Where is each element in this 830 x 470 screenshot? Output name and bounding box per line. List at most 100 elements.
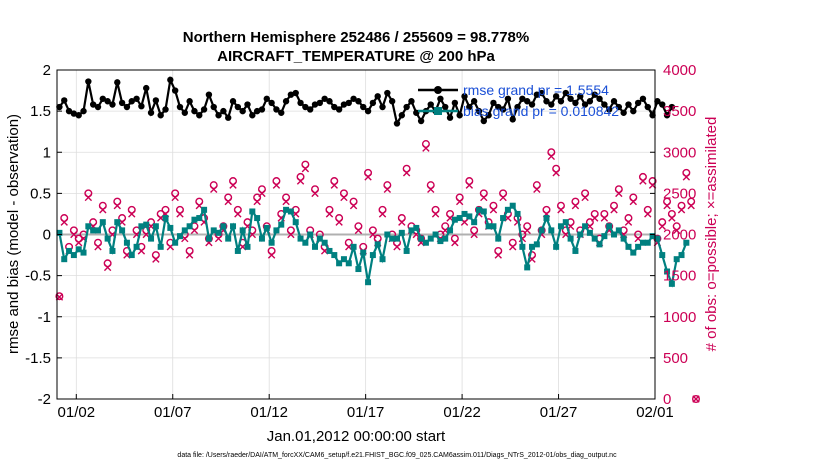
obs-assimilated-point (692, 395, 700, 403)
bias-point (340, 256, 347, 263)
obs-assimilated-point (335, 218, 343, 226)
bias-point (673, 256, 680, 263)
bias-point (268, 239, 275, 246)
legend-bias-marker (434, 107, 442, 115)
bias-point (369, 252, 376, 259)
bias-point (437, 238, 444, 245)
bias-point (239, 227, 246, 234)
bias-point (297, 235, 304, 242)
bias-point (572, 247, 579, 254)
rmse-point (519, 95, 526, 102)
rmse-point (109, 101, 116, 108)
rmse-point (364, 107, 372, 115)
y-tick-label: -1.5 (25, 350, 51, 367)
rmse-point (596, 95, 603, 102)
rmse-point (138, 102, 145, 110)
plot-area (55, 76, 700, 404)
rmse-point (306, 106, 314, 113)
legend-rmse-label: rmse grand pr = 1.5554 (463, 82, 609, 98)
bias-point (427, 235, 434, 242)
bias-point (509, 202, 516, 209)
rmse-point (437, 95, 444, 102)
bias-point (615, 227, 622, 234)
rmse-point (442, 103, 449, 111)
rmse-point (398, 112, 406, 119)
rmse-point (316, 99, 324, 107)
bias-point (128, 252, 135, 259)
obs-assimilated-point (509, 243, 517, 251)
rmse-point (80, 107, 87, 115)
y2-tick-label: 4000 (663, 62, 696, 79)
bias-point (109, 247, 116, 254)
bias-point (186, 223, 193, 230)
obs-assimilated-point (258, 189, 266, 198)
obs-assimilated-point (185, 251, 194, 259)
rmse-point (374, 93, 381, 100)
rmse-point (311, 101, 319, 108)
bias-point (620, 235, 627, 242)
bias-point (326, 247, 333, 254)
bias-point (422, 239, 429, 246)
bias-point (201, 206, 208, 213)
rmse-point (610, 98, 618, 105)
legend: rmse grand pr = 1.5554 bias grand pr = 0… (418, 82, 619, 119)
rmse-point (321, 95, 328, 102)
obs-assimilated-point (591, 214, 599, 222)
bias-point (254, 215, 261, 222)
obs-assimilated-point (600, 214, 609, 222)
obs-assimilated-point (311, 189, 319, 198)
rmse-point (586, 98, 594, 105)
rmse-point (85, 78, 92, 85)
bias-point (157, 243, 164, 250)
y-tick-label: 1.5 (30, 103, 51, 120)
bias-point (104, 235, 111, 242)
rmse-point (268, 99, 275, 107)
x-tick-label: 01/27 (540, 404, 578, 421)
bias-point (307, 231, 314, 238)
rmse-point (379, 103, 386, 111)
obs-assimilated-point (523, 226, 531, 235)
rmse-point (128, 98, 135, 105)
obs-assimilated-point (301, 165, 310, 173)
obs-assimilated-point (427, 185, 435, 193)
rmse-point (157, 112, 164, 119)
bias-point (393, 235, 400, 242)
obs-assimilated-point (364, 173, 372, 181)
obs-assimilated-point (113, 202, 121, 210)
rmse-point (355, 98, 362, 105)
obs-assimilated-point (84, 193, 93, 202)
obs-assimilated-point (383, 185, 392, 193)
rmse-point (644, 103, 651, 111)
obs-assimilated-point (533, 185, 541, 193)
rmse-point (340, 101, 348, 108)
bias-point (374, 241, 381, 248)
bias-series-line (58, 204, 688, 288)
rmse-point (388, 98, 396, 105)
obs-assimilated-point (557, 206, 565, 214)
bias-point (365, 279, 372, 286)
bias-point (80, 249, 87, 256)
bias-point (234, 247, 241, 254)
obs-assimilated-point (234, 210, 242, 218)
obs-assimilated-point (171, 193, 179, 202)
rmse-point (94, 103, 102, 111)
bias-point (466, 213, 473, 220)
rmse-point (538, 89, 545, 97)
bias-point (447, 227, 454, 234)
rmse-point (89, 101, 97, 108)
bias-point (504, 206, 511, 213)
bias-point (176, 233, 183, 240)
bias-point (66, 247, 73, 254)
obs-assimilated-point (480, 193, 488, 202)
y2-tick-label: 500 (663, 350, 688, 367)
obs-assimilated-point (325, 210, 334, 218)
rmse-point (114, 79, 121, 86)
rmse-point (70, 110, 78, 117)
rmse-point (253, 107, 261, 115)
rmse-point (229, 98, 237, 105)
rmse-point (191, 107, 198, 115)
rmse-point (104, 98, 111, 105)
obs-assimilated-point (668, 214, 676, 222)
bias-point (538, 227, 545, 234)
bias-point (258, 235, 265, 242)
